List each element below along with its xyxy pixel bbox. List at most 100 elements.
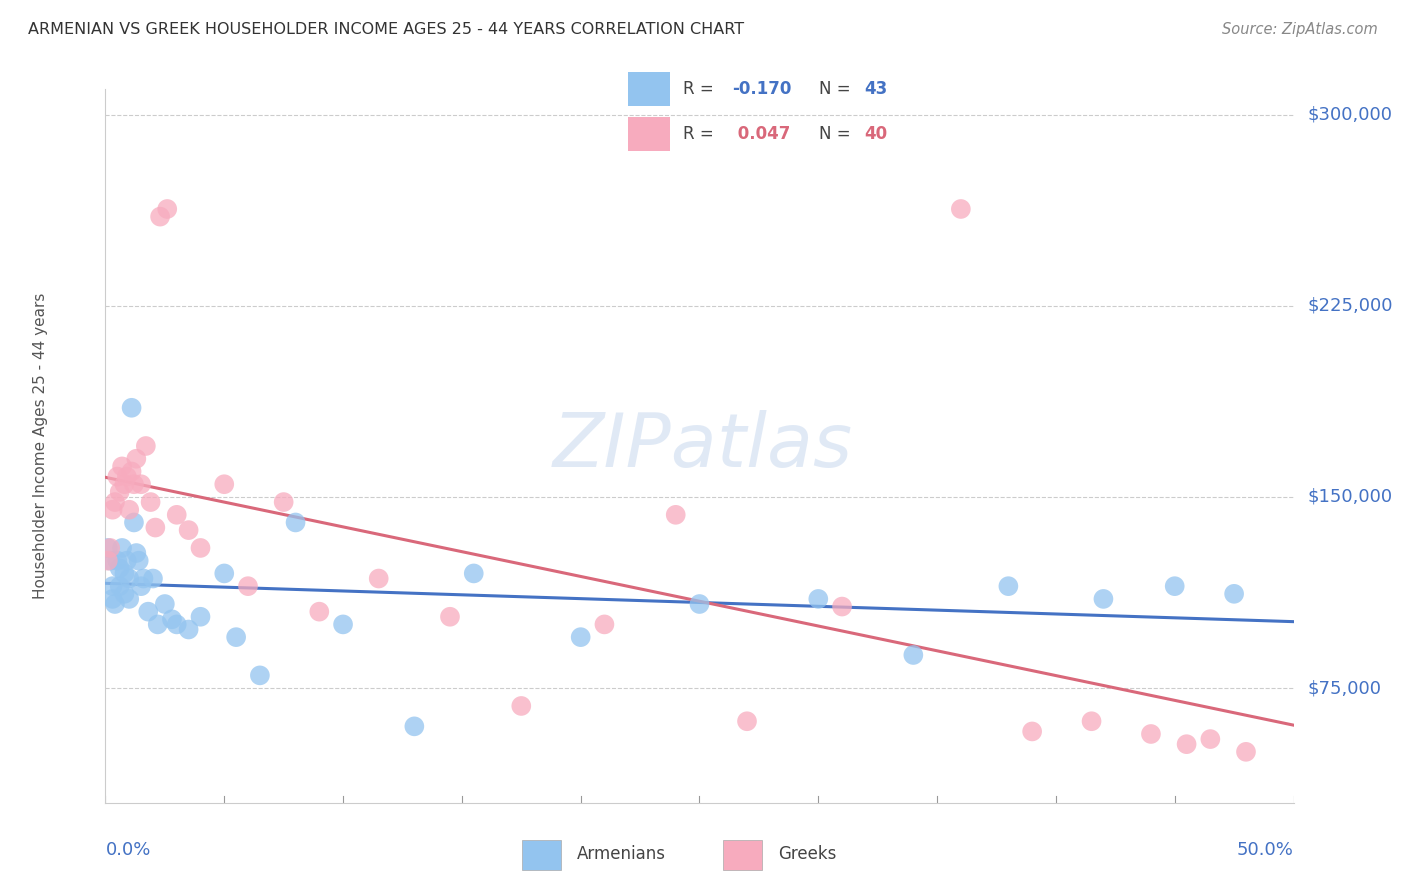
- Point: [108, 579, 131, 593]
- Point: [101, 502, 124, 516]
- Point: [104, 495, 127, 509]
- Text: R =: R =: [683, 125, 720, 143]
- Point: [903, 648, 925, 662]
- Point: [105, 469, 128, 483]
- Text: Source: ZipAtlas.com: Source: ZipAtlas.com: [1222, 22, 1378, 37]
- Point: [132, 572, 155, 586]
- Point: [367, 572, 389, 586]
- Text: $75,000: $75,000: [1308, 679, 1382, 698]
- FancyBboxPatch shape: [628, 118, 671, 151]
- Point: [273, 495, 295, 509]
- Text: 0.047: 0.047: [731, 125, 790, 143]
- Point: [177, 523, 200, 537]
- Point: [118, 591, 141, 606]
- Text: R =: R =: [683, 80, 720, 98]
- Point: [949, 202, 972, 216]
- Point: [97, 541, 120, 555]
- Text: 43: 43: [865, 80, 887, 98]
- Point: [114, 477, 136, 491]
- Point: [122, 516, 145, 530]
- Point: [284, 516, 307, 530]
- Point: [108, 484, 131, 499]
- Point: [593, 617, 616, 632]
- Point: [98, 554, 121, 568]
- Point: [146, 617, 169, 632]
- Point: [125, 451, 148, 466]
- Point: [115, 469, 138, 483]
- Point: [214, 566, 236, 581]
- Point: [101, 591, 124, 606]
- Point: [135, 439, 157, 453]
- Text: -0.170: -0.170: [731, 80, 792, 98]
- Text: N =: N =: [820, 80, 856, 98]
- Point: [997, 579, 1019, 593]
- Point: [689, 597, 711, 611]
- Point: [665, 508, 688, 522]
- Point: [153, 597, 176, 611]
- Point: [118, 502, 141, 516]
- Point: [122, 477, 145, 491]
- Point: [121, 401, 143, 415]
- Point: [143, 520, 166, 534]
- Point: [807, 591, 830, 606]
- Point: [166, 508, 188, 522]
- Point: [1021, 724, 1043, 739]
- Text: N =: N =: [820, 125, 856, 143]
- Point: [190, 541, 212, 555]
- Point: [510, 698, 533, 713]
- Point: [125, 546, 148, 560]
- Point: [1234, 745, 1257, 759]
- Point: [139, 495, 162, 509]
- Point: [111, 541, 134, 555]
- Text: 40: 40: [865, 125, 887, 143]
- Point: [129, 579, 152, 593]
- Point: [1140, 727, 1163, 741]
- Point: [1199, 732, 1222, 747]
- Point: [118, 572, 141, 586]
- Point: [98, 541, 121, 555]
- Text: ZIPatlas: ZIPatlas: [553, 410, 853, 482]
- Point: [101, 579, 124, 593]
- Point: [569, 630, 592, 644]
- FancyBboxPatch shape: [522, 840, 561, 870]
- Point: [166, 617, 188, 632]
- Text: Armenians: Armenians: [576, 845, 666, 863]
- Point: [105, 554, 128, 568]
- Point: [111, 459, 134, 474]
- Point: [108, 561, 131, 575]
- Point: [115, 554, 138, 568]
- Point: [129, 477, 152, 491]
- Point: [831, 599, 853, 614]
- Point: [114, 587, 136, 601]
- Text: $225,000: $225,000: [1308, 297, 1393, 315]
- Point: [225, 630, 247, 644]
- Point: [156, 202, 179, 216]
- Point: [142, 572, 165, 586]
- Point: [249, 668, 271, 682]
- Point: [1080, 714, 1102, 729]
- Text: Greeks: Greeks: [778, 845, 837, 863]
- Point: [190, 609, 212, 624]
- Point: [463, 566, 485, 581]
- FancyBboxPatch shape: [628, 72, 671, 105]
- Point: [214, 477, 236, 491]
- Text: 0.0%: 0.0%: [105, 841, 150, 859]
- Point: [121, 465, 143, 479]
- FancyBboxPatch shape: [723, 840, 762, 870]
- Point: [404, 719, 426, 733]
- Point: [735, 714, 758, 729]
- Text: ARMENIAN VS GREEK HOUSEHOLDER INCOME AGES 25 - 44 YEARS CORRELATION CHART: ARMENIAN VS GREEK HOUSEHOLDER INCOME AGE…: [28, 22, 744, 37]
- Point: [308, 605, 330, 619]
- Point: [236, 579, 259, 593]
- Text: $150,000: $150,000: [1308, 488, 1393, 506]
- Point: [136, 605, 159, 619]
- Point: [1175, 737, 1198, 751]
- Point: [1092, 591, 1115, 606]
- Point: [160, 612, 183, 626]
- Point: [97, 554, 120, 568]
- Point: [104, 597, 127, 611]
- Point: [439, 609, 461, 624]
- Point: [332, 617, 354, 632]
- Text: 50.0%: 50.0%: [1237, 841, 1294, 859]
- Text: $300,000: $300,000: [1308, 105, 1393, 124]
